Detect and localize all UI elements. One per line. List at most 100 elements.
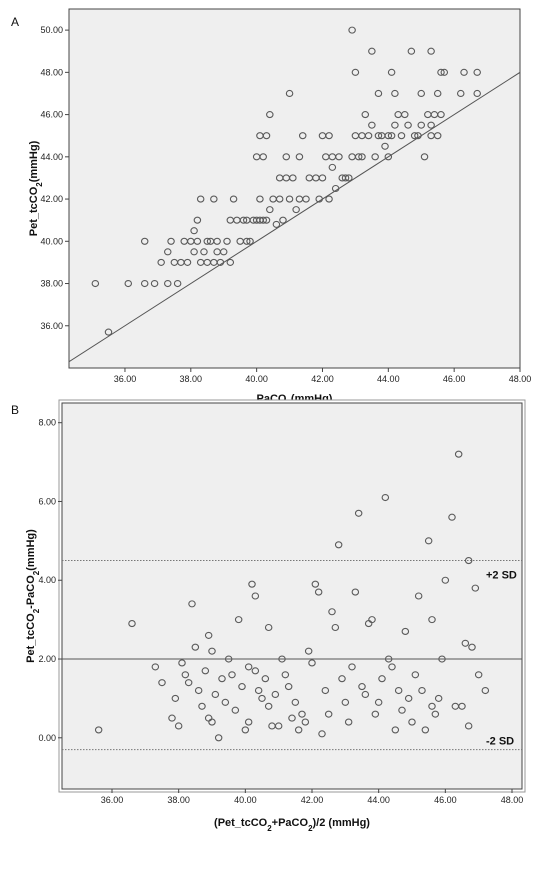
data-point [244,718,253,726]
data-point [208,647,216,655]
data-point [184,679,193,687]
data-point [410,132,419,140]
data-point [251,667,260,675]
data-point [301,718,310,726]
data-point [358,153,366,161]
data-point [234,616,243,624]
data-point [302,195,310,203]
data-point [229,195,238,203]
data-point [315,195,323,203]
data-point [321,686,330,695]
data-point [210,195,218,203]
data-point [328,163,337,171]
x-tick-label: 42.00 [311,374,334,384]
data-point [183,258,192,266]
data-point [408,718,416,726]
data-point [371,153,379,161]
data-point [178,659,186,667]
data-point [387,132,396,140]
data-point [474,671,483,679]
data-point [193,237,202,245]
data-point [381,493,390,502]
data-point [308,659,316,667]
y-tick-label: 8.00 [38,418,56,428]
data-point [454,450,463,458]
data-point [304,647,313,655]
data-point [295,153,304,161]
data-point [433,132,442,140]
data-point [481,686,490,695]
data-point [128,620,136,628]
data-point [354,509,363,517]
data-point [384,655,393,663]
data-point [211,690,220,699]
data-point [324,710,333,718]
data-point [288,714,296,722]
data-point [464,557,473,565]
data-point [292,206,300,214]
data-point [468,643,476,651]
data-point [427,47,435,55]
data-point [140,279,149,288]
data-point [417,89,425,98]
data-point [361,111,370,119]
data-point [371,710,380,718]
data-point [271,690,280,699]
data-point [414,132,422,140]
data-point [374,698,383,706]
data-point [224,655,233,663]
data-point [420,153,429,161]
data-point [241,726,250,734]
data-point [251,592,260,600]
data-point [328,608,336,616]
y-tick-label: 6.00 [38,496,56,506]
data-point [284,683,293,691]
data-point [417,121,425,129]
plot-area [61,402,523,790]
data-point [243,237,251,245]
data-point [228,671,236,679]
data-point [174,722,183,730]
data-point [391,726,400,734]
data-point [181,671,190,679]
data-point [368,47,376,55]
data-point [351,588,360,596]
data-point [331,184,340,193]
data-point [334,541,343,549]
data-point [374,89,383,98]
panel-label: B [11,403,19,417]
data-point [238,683,246,691]
upper-limit-label: +2 SD [486,570,517,582]
data-point [418,686,426,695]
data-point [104,328,113,336]
data-point [374,132,383,140]
data-points [91,26,481,336]
x-tick-label: 40.00 [245,374,268,384]
y-tick-label: 40.00 [40,236,63,246]
data-point [259,153,267,161]
data-point [256,195,264,203]
data-point [291,698,300,706]
data-point [150,279,159,288]
data-point [411,671,420,679]
data-point [191,643,200,651]
data-point [391,89,399,98]
x-tick-label: 36.00 [114,374,137,384]
data-point [358,683,366,691]
data-point [262,216,271,224]
data-point [387,68,396,76]
data-point [285,195,294,203]
y-tick-label: 44.00 [40,152,63,162]
data-point [231,706,240,714]
data-point [157,258,165,266]
data-point [289,174,297,182]
data-point [278,655,286,663]
data-point [190,227,198,235]
data-point [262,132,271,140]
data-point [200,248,208,256]
data-point [248,580,256,588]
data-point [294,726,303,734]
data-point [298,132,307,140]
data-point [214,734,223,742]
x-tick-label: 48.00 [501,795,524,805]
